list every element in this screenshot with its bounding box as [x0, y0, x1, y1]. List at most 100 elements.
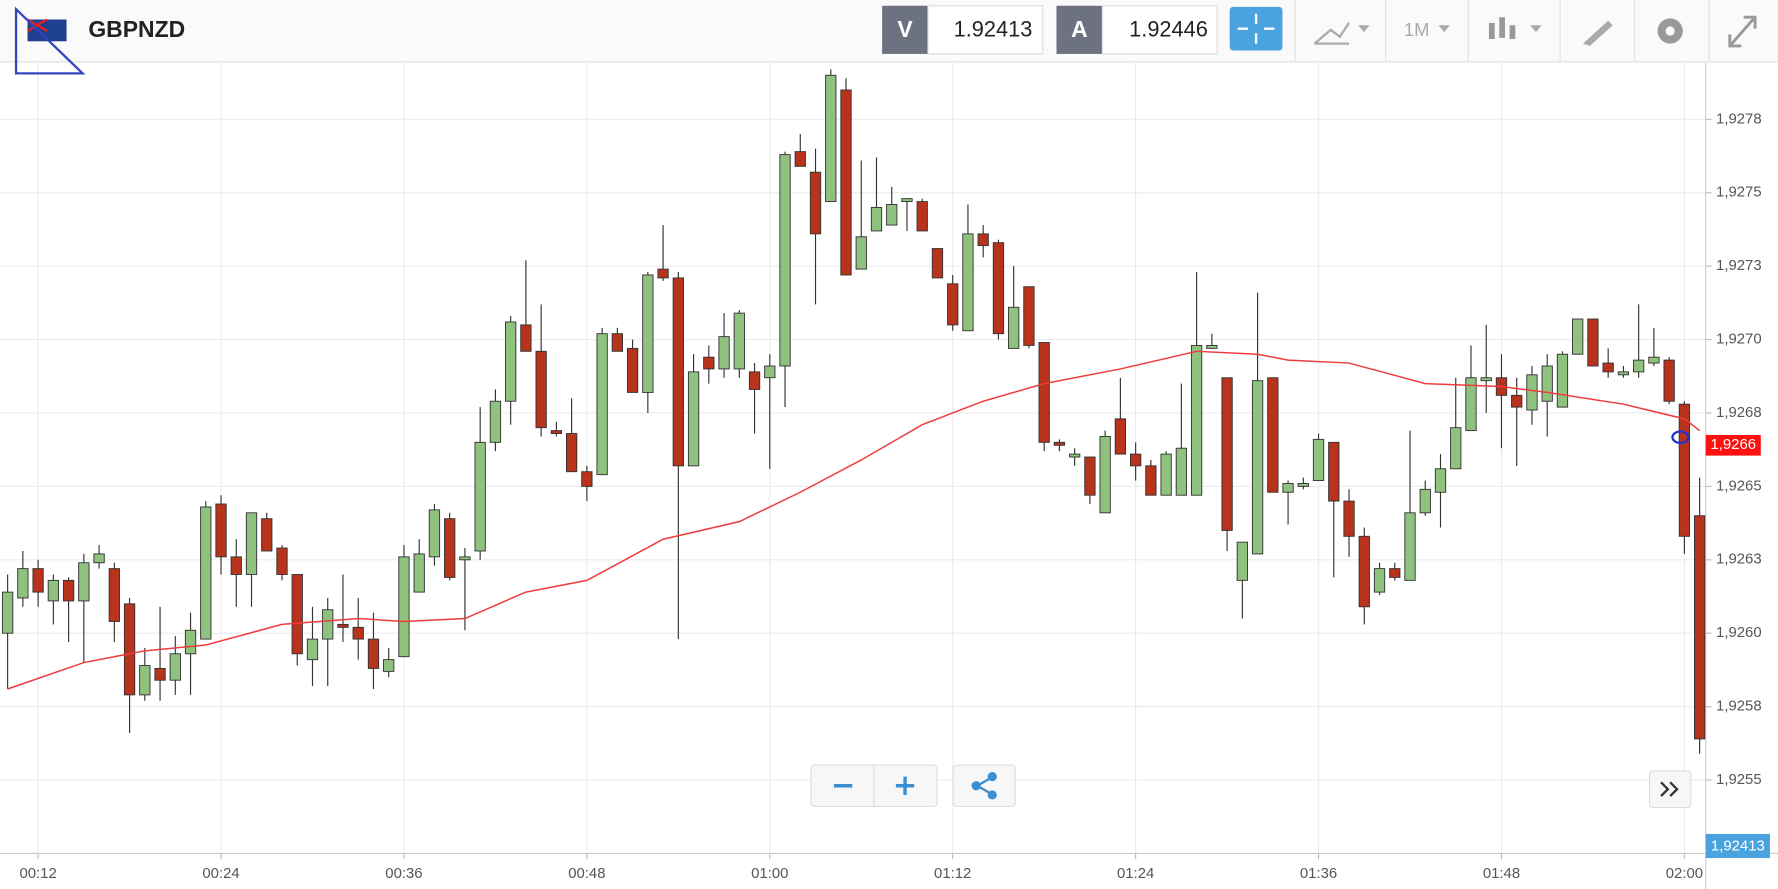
- candle-body: [550, 430, 563, 434]
- candle-body: [276, 547, 288, 575]
- bid-button[interactable]: [882, 5, 929, 54]
- candle-body: [672, 277, 684, 467]
- ask-box: [1101, 5, 1218, 55]
- candle-body: [184, 629, 197, 655]
- x-tick-label: 00:12: [19, 866, 56, 882]
- candle-body: [459, 556, 471, 561]
- bid-price: 1.92413: [954, 17, 1033, 42]
- candle-body: [428, 509, 441, 558]
- fullscreen-icon[interactable]: [1728, 15, 1757, 48]
- candle-body: [78, 562, 90, 602]
- candle-body: [1206, 344, 1218, 349]
- candle-body: [1541, 365, 1553, 402]
- candle-body: [261, 518, 273, 552]
- candle-body: [337, 623, 349, 628]
- candle-body: [779, 154, 791, 367]
- candle-body: [1099, 436, 1111, 514]
- candle-body: [1693, 515, 1706, 740]
- candle-body: [230, 556, 242, 575]
- scroll-end-icon: [1660, 781, 1679, 797]
- candle-body: [611, 333, 623, 352]
- candle-body: [1480, 377, 1492, 382]
- candle-body: [1114, 418, 1127, 455]
- y-tick-label: 1,9263: [1716, 552, 1762, 568]
- candle-body: [992, 242, 1005, 335]
- moving-average: [7, 350, 1701, 690]
- candle-body: [352, 626, 364, 640]
- candle-body: [169, 653, 181, 681]
- candle-body: [901, 198, 913, 203]
- candle-body: [916, 201, 928, 232]
- candle-body: [565, 433, 578, 473]
- share-button[interactable]: [952, 764, 1016, 807]
- zoom-in[interactable]: [895, 776, 915, 795]
- candle-body: [139, 665, 151, 696]
- candle-body: [1602, 362, 1614, 373]
- timeframe[interactable]: 1M: [1404, 19, 1429, 40]
- share-dot: [987, 771, 997, 782]
- bid-box: [927, 5, 1044, 55]
- candle-body: [1282, 482, 1294, 493]
- candle-body: [642, 274, 654, 393]
- dropdown-arrow: [1358, 25, 1370, 33]
- x-tick-label: 00:48: [568, 866, 605, 882]
- candle-body: [1648, 356, 1660, 364]
- candle-body: [444, 518, 456, 578]
- candle-body: [870, 206, 883, 232]
- candle-body: [93, 553, 105, 564]
- candle-body: [215, 503, 227, 558]
- candle-body: [931, 248, 944, 279]
- dropdown-arrow: [1530, 25, 1542, 33]
- candle-body: [505, 321, 517, 402]
- candle-body: [1129, 453, 1142, 467]
- y-tick-label: 1,9278: [1716, 111, 1762, 127]
- candle-body: [1556, 353, 1569, 408]
- candle-body: [947, 283, 959, 326]
- candle-body: [398, 556, 410, 658]
- ask-button[interactable]: [1056, 5, 1103, 54]
- draw-icon[interactable]: [1582, 20, 1613, 46]
- symbol[interactable]: GBPNZD: [88, 16, 185, 42]
- scroll-end-button[interactable]: [1648, 770, 1692, 809]
- bid-label: V: [897, 16, 913, 42]
- candle-body: [291, 574, 303, 655]
- x-tick-label: 02:00: [1666, 866, 1703, 882]
- chart-type-icon[interactable]: [1313, 22, 1350, 45]
- candle-body: [306, 638, 319, 661]
- candle-body: [886, 204, 898, 226]
- candle-body: [62, 579, 75, 602]
- last-price-marker: [1671, 430, 1690, 445]
- candle-body: [1251, 380, 1264, 555]
- candle-body: [1053, 441, 1066, 446]
- candle-body: [1617, 371, 1630, 376]
- share-dot: [987, 790, 997, 800]
- candle-body: [718, 336, 730, 370]
- selection-marker: [14, 6, 86, 75]
- candle-body: [1267, 377, 1279, 493]
- settings-hole: [1665, 26, 1675, 36]
- x-tick-label: 00:24: [202, 866, 239, 882]
- price-tag: [1705, 434, 1761, 456]
- toolbar: GBPNZD V 1.92413 A 1.92446 1M: [0, 0, 1778, 75]
- candle-body: [1633, 359, 1645, 373]
- candle-body: [825, 74, 837, 203]
- crosshair-button[interactable]: [1229, 6, 1283, 51]
- candle-body: [489, 400, 502, 443]
- candle-body: [413, 553, 425, 593]
- candle-body: [1511, 394, 1523, 408]
- crosshair-icon: [1237, 13, 1275, 44]
- candle-body: [1373, 568, 1386, 593]
- candle-body: [1358, 535, 1370, 608]
- candle-body: [733, 312, 745, 370]
- x-tick-label: 00:36: [385, 866, 422, 882]
- candle-body: [1236, 541, 1248, 581]
- ask-label: A: [1071, 16, 1088, 42]
- candle-body: [1450, 427, 1462, 470]
- candle-body: [1343, 500, 1355, 537]
- candle-icon[interactable]: [1488, 17, 1516, 40]
- candle-body: [1084, 456, 1096, 496]
- candle-body: [703, 356, 715, 370]
- candle-body: [1038, 342, 1050, 443]
